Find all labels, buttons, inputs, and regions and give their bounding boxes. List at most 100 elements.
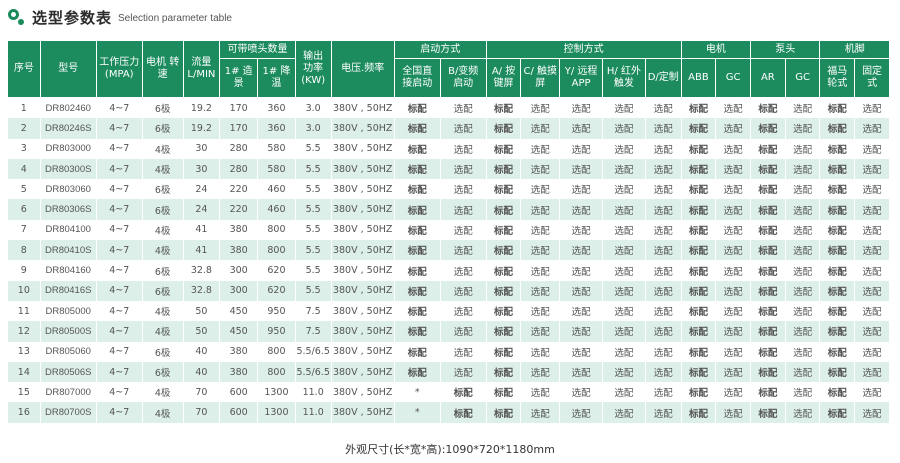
cell-flow: 40 [183, 361, 221, 383]
cell-nozzle-normal: 220 [220, 179, 259, 200]
cell-nozzle-normal: 600 [220, 402, 259, 423]
cell-base-fuma: 标配 [820, 361, 856, 383]
cell-pressure: 4~7 [96, 361, 143, 383]
cell-pump-gc: 选配 [785, 280, 821, 301]
cell-ctrl-h: 选配 [603, 158, 646, 180]
header-base-fuma: 福马 轮式 [820, 59, 856, 98]
cell-power: 11.0 [295, 382, 332, 403]
cell-start-b: 选配 [440, 98, 487, 119]
cell-nozzle-normal: 170 [220, 98, 259, 119]
table-row: 2 DR80246S 4~7 6极 19.2 170 360 3.0 380V , 50HZ 标配… [8, 118, 890, 139]
cell-seq: 10 [8, 280, 41, 301]
cell-model: DR80506S [40, 361, 97, 383]
cell-motor-abb: 标配 [681, 300, 717, 322]
cell-power: 7.5 [295, 321, 332, 342]
cell-flow: 30 [183, 158, 221, 180]
cell-power: 5.5 [295, 179, 332, 200]
cell-seq: 8 [8, 240, 41, 261]
cell-nozzle-cool: 950 [258, 321, 296, 342]
cell-model: DR804160 [40, 260, 97, 281]
cell-pump-ar: 标配 [751, 118, 786, 139]
cell-seq: 9 [8, 260, 41, 281]
cell-motor-gc: 选配 [716, 240, 752, 261]
cell-pressure: 4~7 [96, 219, 143, 241]
cell-motor-gc: 选配 [716, 158, 752, 180]
cell-ctrl-d: 选配 [645, 199, 682, 220]
cell-motor-gc: 选配 [716, 341, 752, 362]
cell-ctrl-a: 标配 [486, 260, 522, 281]
cell-motor-abb: 标配 [681, 382, 717, 403]
cell-voltage: 380V , 50HZ [331, 280, 395, 301]
cell-voltage: 380V , 50HZ [331, 118, 395, 139]
cell-ctrl-y: 选配 [560, 138, 603, 159]
cell-speed: 4极 [142, 300, 184, 322]
cell-base-fixed: 选配 [855, 402, 890, 423]
cell-nozzle-normal: 220 [220, 199, 259, 220]
header-ctrl-c: C/ 触摸屏 [521, 59, 561, 98]
table-row: 7 DR804100 4~7 4极 41 380 800 5.5 380V , 50HZ 标配 选配… [8, 219, 890, 241]
cell-flow: 50 [183, 300, 221, 322]
cell-nozzle-cool: 800 [258, 219, 296, 241]
cell-ctrl-h: 选配 [603, 382, 646, 403]
cell-nozzle-normal: 280 [220, 158, 259, 180]
header-motor-gc: GC [716, 59, 752, 98]
cell-ctrl-h: 选配 [603, 240, 646, 261]
cell-nozzle-cool: 1300 [258, 402, 296, 423]
cell-nozzle-normal: 380 [220, 240, 259, 261]
cell-speed: 6极 [142, 199, 184, 220]
cell-motor-abb: 标配 [681, 321, 717, 342]
cell-flow: 50 [183, 321, 221, 342]
cell-ctrl-c: 选配 [521, 118, 561, 139]
cell-ctrl-y: 选配 [560, 300, 603, 322]
header-ctrl-h: H/ 红外触发 [603, 59, 646, 98]
cell-ctrl-h: 选配 [603, 280, 646, 301]
cell-ctrl-c: 选配 [521, 382, 561, 403]
cell-ctrl-d: 选配 [645, 138, 682, 159]
table-row: 10 DR80416S 4~7 6极 32.8 300 620 5.5 380V , 50HZ 标… [8, 280, 890, 301]
cell-nozzle-cool: 800 [258, 240, 296, 261]
cell-motor-gc: 选配 [716, 219, 752, 241]
cell-pump-gc: 选配 [785, 219, 821, 241]
cell-motor-gc: 选配 [716, 280, 752, 301]
cell-ctrl-a: 标配 [486, 240, 522, 261]
cell-flow: 32.8 [183, 280, 221, 301]
cell-start-b: 标配 [440, 402, 487, 423]
header-start-b: B/变频 启动 [440, 59, 487, 98]
cell-pump-ar: 标配 [751, 321, 786, 342]
cell-flow: 32.8 [183, 260, 221, 281]
cell-ctrl-y: 选配 [560, 382, 603, 403]
table-row: 11 DR805000 4~7 4极 50 450 950 7.5 380V , 50HZ 标配选… [8, 300, 890, 322]
cell-nozzle-normal: 450 [220, 321, 259, 342]
cell-start-b: 选配 [440, 240, 487, 261]
cell-ctrl-h: 选配 [603, 138, 646, 159]
header-ctrl-a: A/ 按键屏 [486, 59, 522, 98]
cell-power: 5.5 [295, 280, 332, 301]
cell-base-fuma: 标配 [820, 402, 856, 423]
cell-pump-gc: 选配 [785, 260, 821, 281]
table-row: 16 DR80700S 4~7 4极 70 600 1300 11.0 380V , 50HZ *… [8, 402, 890, 423]
cell-start-a: 标配 [394, 118, 441, 139]
cell-voltage: 380V , 50HZ [331, 240, 395, 261]
cell-voltage: 380V , 50HZ [331, 138, 395, 159]
header-model: 型号 [40, 41, 97, 98]
cell-model: DR804100 [40, 219, 97, 241]
cell-pump-gc: 选配 [785, 300, 821, 322]
cell-pump-ar: 标配 [751, 199, 786, 220]
cell-start-a: 标配 [394, 219, 441, 241]
cell-ctrl-y: 选配 [560, 361, 603, 383]
cell-pump-ar: 标配 [751, 300, 786, 322]
cell-base-fixed: 选配 [855, 341, 890, 362]
cell-model: DR802460 [40, 98, 97, 119]
cell-pump-gc: 选配 [785, 402, 821, 423]
cell-ctrl-d: 选配 [645, 300, 682, 322]
cell-base-fuma: 标配 [820, 138, 856, 159]
cell-seq: 1 [8, 98, 41, 119]
cell-seq: 5 [8, 179, 41, 200]
cell-nozzle-cool: 800 [258, 361, 296, 383]
cell-start-b: 选配 [440, 138, 487, 159]
cell-motor-gc: 选配 [716, 98, 752, 119]
cell-model: DR803000 [40, 138, 97, 159]
header-pressure: 工作压力 (MPA) [96, 41, 143, 98]
cell-ctrl-d: 选配 [645, 219, 682, 241]
cell-seq: 2 [8, 118, 41, 139]
